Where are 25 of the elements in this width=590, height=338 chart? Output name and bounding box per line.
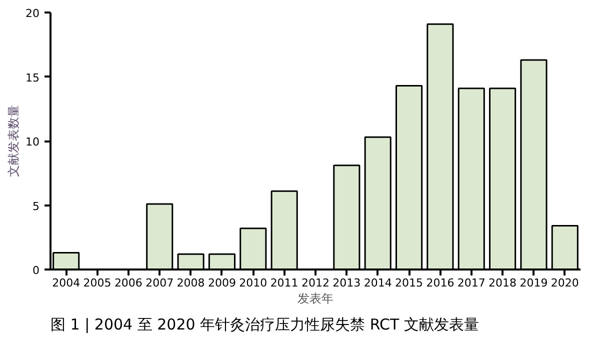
y-axis-title: 文献发表数量 xyxy=(6,105,21,177)
x-tick-label: 2017 xyxy=(457,276,486,290)
y-tick-label: 20 xyxy=(26,7,40,20)
x-tick-label: 2006 xyxy=(114,276,142,290)
x-tick-label: 2016 xyxy=(426,276,454,290)
x-tick-label: 2018 xyxy=(488,276,517,290)
text: 图 1 | 2004 至 2020 年针灸治疗压力性尿失禁 RCT 文献发表量 xyxy=(50,316,479,334)
x-tick-label: 2012 xyxy=(302,276,330,290)
x-tick-label: 2005 xyxy=(83,276,112,290)
x-tick-label: 2011 xyxy=(270,276,298,290)
x-tick-label: 2015 xyxy=(395,276,424,290)
y-tick-label: 0 xyxy=(32,264,40,277)
x-tick-label: 2019 xyxy=(520,276,548,290)
x-tick-label: 2010 xyxy=(239,276,268,290)
y-tick-label: 15 xyxy=(26,71,40,84)
x-tick-label: 2009 xyxy=(208,276,236,290)
y-tick-label: 5 xyxy=(32,200,40,213)
x-tick-label: 2004 xyxy=(52,276,80,290)
x-tick-label: 2020 xyxy=(550,276,579,290)
x-axis-title: 发表年 xyxy=(298,292,334,306)
x-tick-label: 2013 xyxy=(332,276,361,290)
x-tick-label: 2008 xyxy=(176,276,205,290)
x-tick-label: 2014 xyxy=(364,276,392,290)
x-tick-label: 2007 xyxy=(146,276,174,290)
y-tick-label: 10 xyxy=(26,136,40,148)
